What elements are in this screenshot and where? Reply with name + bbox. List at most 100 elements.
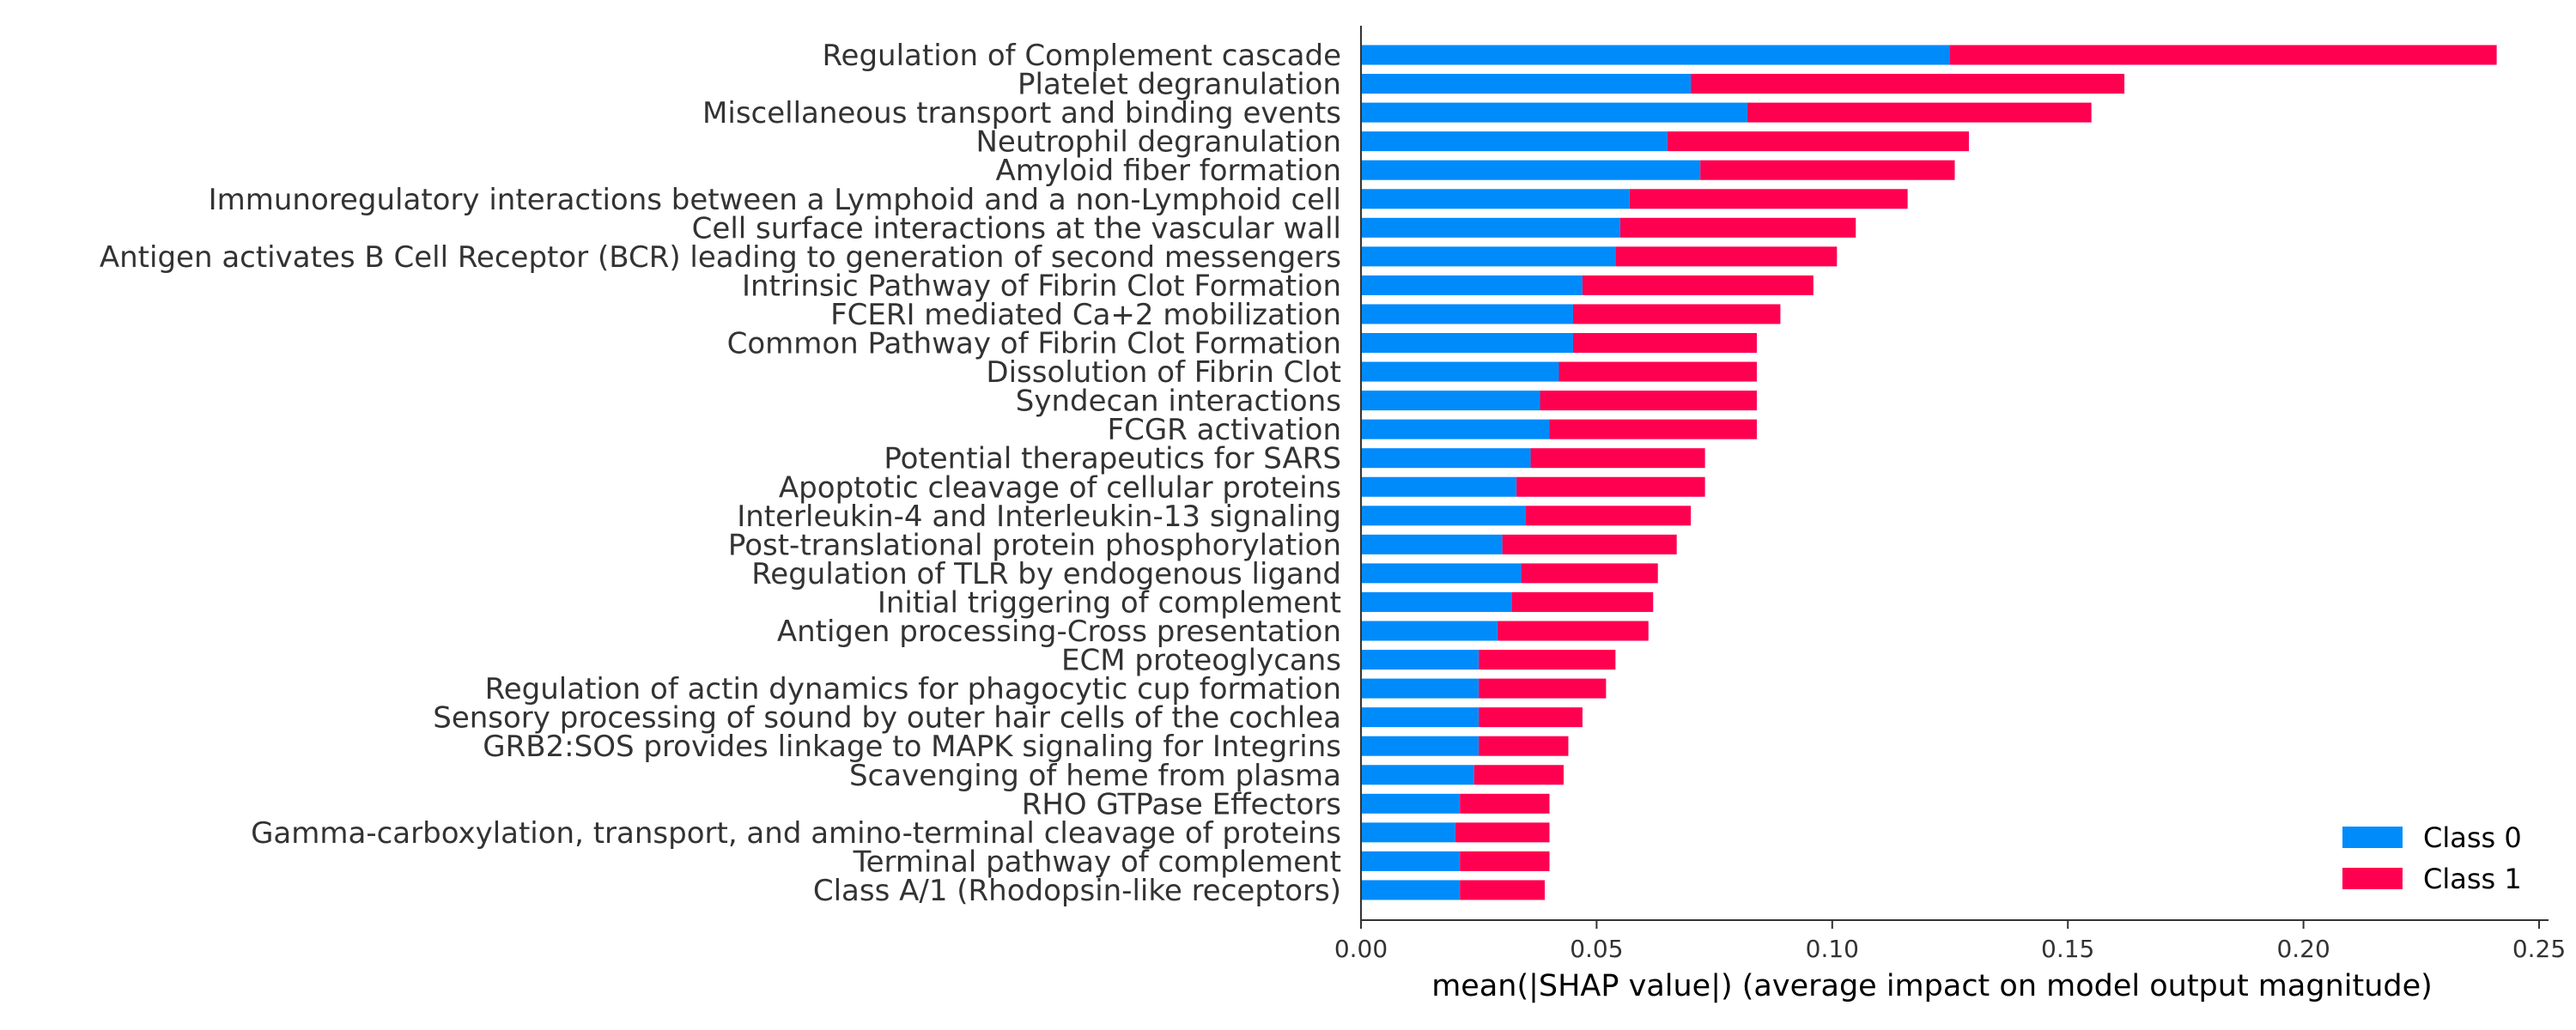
bar-class1-18 xyxy=(1502,534,1677,554)
legend-label-class1: Class 1 xyxy=(2423,863,2522,895)
category-label: Cell surface interactions at the vascula… xyxy=(692,211,1341,245)
bar-class1-19 xyxy=(1521,563,1658,584)
bar-class0-12 xyxy=(1361,361,1559,382)
category-label: Dissolution of Fibrin Clot xyxy=(986,355,1341,390)
bar-class1-29 xyxy=(1460,851,1550,871)
bar-class1-30 xyxy=(1460,880,1546,900)
bar-class1-4 xyxy=(1667,131,1969,152)
bar-class0-10 xyxy=(1361,304,1573,324)
bar-class0-23 xyxy=(1361,678,1479,699)
legend: Class 0 Class 1 xyxy=(2342,821,2522,895)
bar-class0-14 xyxy=(1361,419,1550,439)
bar-class1-24 xyxy=(1479,707,1583,728)
category-label: Amyloid fiber formation xyxy=(995,154,1341,188)
bar-class1-14 xyxy=(1549,419,1757,439)
bar-class1-6 xyxy=(1629,189,1908,209)
category-label: Post-translational protein phosphorylati… xyxy=(728,528,1341,562)
bar-class0-15 xyxy=(1361,448,1531,469)
bar-class1-17 xyxy=(1526,506,1692,526)
bar-class1-25 xyxy=(1479,736,1569,756)
x-tick-label: 0.00 xyxy=(1334,935,1388,963)
bar-class0-5 xyxy=(1361,160,1701,180)
bar-class0-4 xyxy=(1361,131,1668,152)
category-label: Class A/1 (Rhodopsin-like receptors) xyxy=(813,874,1341,908)
bar-class1-23 xyxy=(1479,678,1607,699)
bar-class1-3 xyxy=(1747,102,2092,123)
bar-class0-20 xyxy=(1361,591,1512,612)
category-label: FCGR activation xyxy=(1108,413,1341,447)
category-label: Apoptotic cleavage of cellular proteins xyxy=(779,470,1341,505)
category-label: Scavenging of heme from plasma xyxy=(849,759,1341,793)
category-label: GRB2:SOS provides linkage to MAPK signal… xyxy=(483,730,1341,764)
category-label: Regulation of actin dynamics for phagocy… xyxy=(485,672,1341,706)
bar-class1-7 xyxy=(1619,217,1856,238)
legend-swatch-class1 xyxy=(2342,868,2403,889)
category-label: Intrinsic Pathway of Fibrin Clot Formati… xyxy=(742,269,1341,303)
bar-class0-26 xyxy=(1361,765,1474,785)
bar-class1-27 xyxy=(1460,793,1550,814)
category-label: Regulation of TLR by endogenous ligand xyxy=(751,557,1341,591)
axes xyxy=(1360,26,2549,921)
category-labels: Regulation of Complement cascadePlatelet… xyxy=(100,39,1341,908)
bar-class1-26 xyxy=(1473,765,1564,785)
bar-class0-30 xyxy=(1361,880,1461,900)
category-label: Platelet degranulation xyxy=(1018,68,1341,102)
bar-class0-16 xyxy=(1361,476,1517,497)
bar-class0-8 xyxy=(1361,246,1616,267)
bar-class1-2 xyxy=(1691,74,2125,94)
category-label: Immunoregulatory interactions between a … xyxy=(209,183,1341,217)
bar-class0-13 xyxy=(1361,391,1540,411)
bar-class0-28 xyxy=(1361,822,1455,843)
category-label: Antigen processing-Cross presentation xyxy=(777,615,1341,649)
bar-class1-20 xyxy=(1511,591,1654,612)
bar-class1-22 xyxy=(1479,650,1616,670)
bar-class1-9 xyxy=(1582,275,1814,295)
bar-class1-21 xyxy=(1498,621,1649,641)
x-tick-label: 0.05 xyxy=(1570,935,1623,963)
category-label: RHO GTPase Effectors xyxy=(1022,787,1341,821)
category-label: Gamma-carboxylation, transport, and amin… xyxy=(251,816,1341,851)
bar-class0-25 xyxy=(1361,736,1479,756)
category-label: Initial triggering of complement xyxy=(878,585,1341,620)
bar-class0-19 xyxy=(1361,563,1522,584)
bar-class0-1 xyxy=(1361,45,1951,65)
category-label: Antigen activates B Cell Receptor (BCR) … xyxy=(100,240,1341,275)
bar-class1-1 xyxy=(1950,45,2497,65)
legend-swatch-class0 xyxy=(2342,827,2403,848)
bar-class0-2 xyxy=(1361,74,1692,94)
category-label: Neutrophil degranulation xyxy=(976,125,1342,160)
bar-class0-18 xyxy=(1361,534,1503,554)
category-label: Miscellaneous transport and binding even… xyxy=(702,96,1341,130)
bar-class1-10 xyxy=(1572,304,1781,324)
bar-class0-24 xyxy=(1361,707,1479,728)
legend-label-class0: Class 0 xyxy=(2423,821,2522,854)
category-label: ECM proteoglycans xyxy=(1061,644,1341,678)
category-label: FCERI mediated Ca+2 mobilization xyxy=(830,298,1341,332)
bar-class0-27 xyxy=(1361,793,1461,814)
category-label: Potential therapeutics for SARS xyxy=(884,442,1341,476)
category-label: Common Pathway of Fibrin Clot Formation xyxy=(727,327,1341,361)
bar-class0-6 xyxy=(1361,189,1630,209)
x-axis-title: mean(|SHAP value|) (average impact on mo… xyxy=(1431,969,2433,1003)
bar-class1-13 xyxy=(1540,391,1757,411)
bar-class1-11 xyxy=(1572,333,1757,353)
bar-class1-28 xyxy=(1455,822,1550,843)
category-label: Syndecan interactions xyxy=(1016,385,1341,419)
x-tick-label: 0.25 xyxy=(2512,935,2566,963)
bar-class1-15 xyxy=(1530,448,1705,469)
category-label: Interleukin-4 and Interleukin-13 signali… xyxy=(737,500,1341,534)
bar-class0-21 xyxy=(1361,621,1498,641)
bar-class0-7 xyxy=(1361,217,1620,238)
category-label: Sensory processing of sound by outer hai… xyxy=(433,701,1341,736)
bar-class1-5 xyxy=(1700,160,1955,180)
bar-class0-3 xyxy=(1361,102,1748,123)
bars-layer xyxy=(1361,45,2497,900)
bar-class1-8 xyxy=(1615,246,1838,267)
bar-class1-16 xyxy=(1516,476,1705,497)
bar-class0-22 xyxy=(1361,650,1479,670)
bar-class0-9 xyxy=(1361,275,1583,295)
bar-class0-29 xyxy=(1361,851,1461,871)
bar-class0-17 xyxy=(1361,506,1527,526)
x-tick-label: 0.15 xyxy=(2041,935,2094,963)
